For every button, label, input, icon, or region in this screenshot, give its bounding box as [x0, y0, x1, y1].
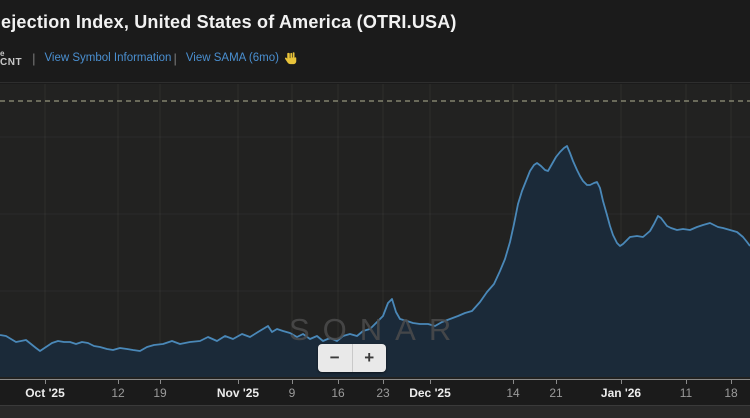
axis-tick-mark	[686, 380, 687, 384]
separator: |	[32, 50, 36, 66]
axis-tick-mark	[238, 380, 239, 384]
axis-tick-label: 23	[376, 386, 390, 400]
axis-tick-mark	[556, 380, 557, 384]
axis-tick-mark	[338, 380, 339, 384]
axis-tick-label: Dec '25	[409, 386, 451, 400]
axis-tick-label: 21	[549, 386, 563, 400]
axis-tick-label: 19	[153, 386, 167, 400]
axis-tick-label: 12	[111, 386, 125, 400]
zoom-out-button[interactable]: −	[318, 344, 353, 372]
axis-tick-label: 16	[331, 386, 345, 400]
zoom-controls: − +	[318, 344, 386, 372]
page-title: ejection Index, United States of America…	[1, 12, 457, 32]
axis-tick-label: Nov '25	[216, 386, 260, 400]
otri-series-line	[0, 145, 750, 352]
view-sama-link[interactable]: View SAMA (6mo)	[185, 52, 279, 64]
otri-series-area	[0, 146, 750, 377]
axis-tick-label: 14	[506, 386, 520, 400]
chart-plot-area[interactable]: SONAR	[0, 84, 750, 379]
view-symbol-information-link[interactable]: View Symbol Information	[44, 52, 172, 64]
axis-tick-mark	[160, 380, 161, 384]
separator: |	[173, 50, 177, 66]
axis-tick-mark	[118, 380, 119, 384]
axis-tick-mark	[45, 380, 46, 384]
axis-tick-label: Jan '26	[600, 386, 642, 400]
axis-tick-label: 11	[679, 386, 693, 400]
sonar-watermark: SONAR	[289, 312, 465, 347]
zoom-in-button[interactable]: +	[353, 344, 387, 372]
unit-label-fragment: e CNT	[0, 49, 23, 68]
axis-tick-mark	[621, 380, 622, 384]
axis-tick-label: 9	[288, 386, 296, 400]
chart-scrollbar-track[interactable]	[0, 405, 750, 418]
axis-tick-mark	[292, 380, 293, 384]
axis-tick-mark	[513, 380, 514, 384]
axis-tick-label: 18	[724, 386, 738, 400]
axis-tick-label: Oct '25	[25, 386, 65, 400]
horns-hand-icon	[284, 51, 300, 66]
x-axis[interactable]: Oct '25 12 19 Nov '25 9 16 23 Dec '25 14 21 Jan '2…	[0, 379, 750, 405]
chart-subheader: e CNT | View Symbol Information | View S…	[0, 46, 300, 70]
axis-tick-mark	[731, 380, 732, 384]
axis-tick-mark	[430, 380, 431, 384]
chart-header: ejection Index, United States of America…	[0, 0, 750, 83]
axis-tick-mark	[383, 380, 384, 384]
